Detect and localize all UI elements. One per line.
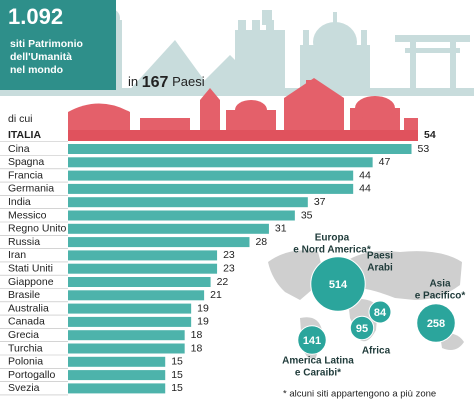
category-label: Messico — [8, 209, 47, 221]
value-label: 37 — [314, 196, 326, 208]
bar — [68, 356, 166, 367]
bar — [68, 210, 295, 221]
bubble-value: 141 — [303, 335, 321, 347]
bar — [68, 223, 269, 234]
category-label: Turchia — [8, 342, 43, 354]
value-label: 53 — [418, 143, 430, 155]
value-label: 18 — [191, 329, 203, 341]
total-caption: siti Patrimonio — [10, 38, 83, 50]
bar — [68, 170, 354, 181]
bar — [68, 343, 185, 354]
category-label: India — [8, 196, 31, 208]
value-label: 21 — [210, 289, 222, 301]
region-label: Paesi — [367, 251, 393, 262]
category-label: Grecia — [8, 329, 39, 341]
region-bubble — [368, 300, 392, 324]
bar — [68, 290, 205, 301]
value-label: 19 — [197, 302, 209, 314]
bubble-value: 95 — [356, 323, 368, 335]
region-label: America Latina — [282, 356, 354, 367]
category-label: Giappone — [8, 276, 54, 288]
value-label: 18 — [191, 342, 203, 354]
countries-prefix: in — [128, 74, 138, 89]
bar — [68, 144, 412, 154]
value-label: 15 — [171, 369, 183, 381]
bar — [68, 316, 192, 327]
category-label: Regno Unito — [8, 223, 67, 235]
value-label: 31 — [275, 223, 287, 235]
category-label: Germania — [8, 183, 54, 195]
value-label: 47 — [379, 156, 391, 168]
value-label: 35 — [301, 209, 313, 221]
category-label: Francia — [8, 169, 43, 181]
region-label: Africa — [362, 346, 391, 357]
region-label: e Pacifico* — [415, 291, 466, 302]
value-label: 22 — [217, 276, 229, 288]
region-bubble — [310, 256, 366, 312]
bar — [68, 157, 373, 168]
bar — [68, 303, 192, 314]
category-label: Polonia — [8, 356, 43, 368]
countries-count: 167 — [142, 74, 169, 91]
bar — [68, 130, 418, 141]
category-label: Svezia — [8, 382, 40, 394]
bubble-value: 258 — [427, 318, 445, 330]
region-label: Arabi — [367, 263, 393, 274]
region-bubble — [297, 325, 327, 355]
value-label: 23 — [223, 262, 235, 274]
value-label: 54 — [424, 129, 436, 141]
bar — [68, 370, 166, 381]
region-label: Europa — [315, 233, 350, 244]
region-label: Asia — [429, 279, 451, 290]
category-label: Portogallo — [8, 369, 55, 381]
value-label: 23 — [223, 249, 235, 261]
category-label: Spagna — [8, 156, 44, 168]
subset-label: di cui — [8, 113, 33, 125]
bar — [68, 263, 218, 274]
bar — [68, 237, 250, 248]
value-label: 19 — [197, 316, 209, 328]
total: 1.092 — [8, 4, 63, 29]
bar — [68, 277, 211, 287]
region-label: e Caraibi* — [295, 368, 341, 379]
region-label: e Nord America* — [293, 245, 371, 256]
category-label: Stati Uniti — [8, 262, 53, 274]
total-caption: dell'Umanità — [10, 51, 72, 63]
bar — [68, 330, 185, 341]
countries-suffix: Paesi — [172, 74, 205, 89]
countries-line: in 167 Paesi — [128, 74, 205, 91]
bar — [68, 383, 166, 394]
skyline — [0, 9, 474, 96]
region-bubble — [349, 315, 375, 341]
category-label: Cina — [8, 143, 30, 155]
value-label: 15 — [171, 356, 183, 368]
category-label: Brasile — [8, 289, 40, 301]
footnote: * alcuni siti appartengono a più zone — [283, 389, 436, 400]
bubble-value: 84 — [374, 307, 387, 319]
category-label: Australia — [8, 302, 49, 314]
total-caption: nel mondo — [10, 64, 63, 76]
bar — [68, 197, 308, 208]
value-label: 15 — [171, 382, 183, 394]
bubble-value: 514 — [329, 279, 348, 291]
value-label: 44 — [359, 169, 371, 181]
category-label: Russia — [8, 236, 40, 248]
region-bubble — [416, 303, 456, 343]
bar — [68, 183, 354, 194]
italy-skyline — [68, 78, 418, 132]
category-label: Canada — [8, 316, 45, 328]
value-label: 28 — [255, 236, 267, 248]
header-box — [0, 0, 116, 90]
category-label: ITALIA — [8, 129, 41, 141]
bar — [68, 250, 218, 261]
category-label: Iran — [8, 249, 26, 261]
value-label: 44 — [359, 183, 371, 195]
